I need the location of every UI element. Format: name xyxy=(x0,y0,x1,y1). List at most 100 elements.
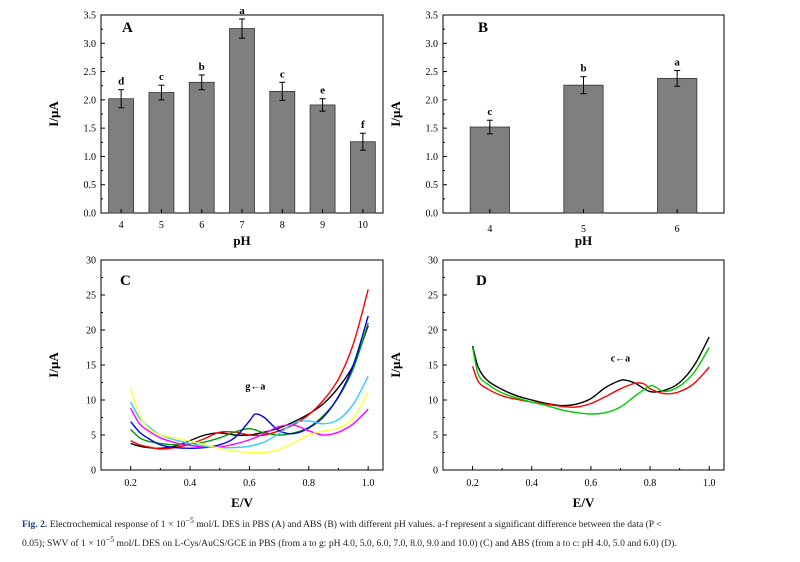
panel-d-line-chart: 0 5 10 15 20 25 30 I/μA E/V D 0.2 0.4 0.6 0.8 1.0 c←a xyxy=(388,256,725,510)
series-line-5 xyxy=(130,408,369,448)
plot-frame-c xyxy=(100,259,384,471)
x-tick-label: 1.0 xyxy=(362,478,375,489)
significance-label: a xyxy=(674,56,680,68)
panel-letter-d: D xyxy=(476,273,487,289)
x-axis-label: pH xyxy=(575,233,592,248)
significance-label: d xyxy=(118,76,124,88)
y-tick-label: 2.5 xyxy=(84,67,97,78)
bar xyxy=(469,126,510,214)
y-tick-label: 20 xyxy=(86,326,96,337)
y-axis-label: I/μA xyxy=(388,101,403,127)
x-tick-label: 10 xyxy=(358,220,368,231)
y-tick-label: 2.0 xyxy=(426,95,439,106)
y-tick-label: 3.0 xyxy=(426,39,439,50)
bar xyxy=(349,141,376,214)
panel-a-bar-chart: 0.0 0.5 1.0 1.5 2.0 2.5 3.0 3.5 I/μA pH Ad 4 c 5 b 6 a 7 c… xyxy=(46,5,384,248)
bar xyxy=(309,104,336,214)
significance-label: f xyxy=(361,119,365,131)
y-tick-label: 30 xyxy=(86,256,96,267)
x-tick-label: 1.0 xyxy=(703,478,716,489)
x-tick-label: 0.2 xyxy=(466,478,479,489)
bar xyxy=(148,92,175,214)
panel-letter-a: A xyxy=(122,20,133,36)
panel-letter-b: B xyxy=(478,20,488,36)
panel-b-bar-chart: 0.0 0.5 1.0 1.5 2.0 2.5 3.0 3.5 I/μA pH Bc 4 b 5 a 6 xyxy=(388,11,725,248)
y-axis-label: I/μA xyxy=(46,352,61,378)
x-tick-label: 0.8 xyxy=(644,478,657,489)
y-tick-label: 15 xyxy=(428,361,438,372)
significance-label: c xyxy=(487,106,492,118)
x-tick-label: 5 xyxy=(159,220,164,231)
y-tick-label: 0.0 xyxy=(426,209,439,220)
y-tick-label: 3.5 xyxy=(426,11,439,22)
caption-text-4: mol/L DES on L-Cys/AuCS/GCE in PBS (from… xyxy=(114,538,677,550)
x-tick-label: 4 xyxy=(487,224,492,235)
y-tick-label: 5 xyxy=(433,431,438,442)
bar xyxy=(563,84,604,214)
bar xyxy=(108,98,135,214)
x-axis-label: pH xyxy=(233,233,250,248)
y-tick-label: 25 xyxy=(86,291,96,302)
y-tick-label: 0 xyxy=(433,466,438,477)
plot-frame-d xyxy=(442,259,725,471)
y-tick-label: 20 xyxy=(428,326,438,337)
x-tick-label: 0.4 xyxy=(184,478,197,489)
y-tick-label: 3.5 xyxy=(84,11,97,22)
series-line-7 xyxy=(130,387,369,454)
y-tick-label: 0.5 xyxy=(84,180,97,191)
y-tick-label: 10 xyxy=(428,396,438,407)
x-tick-label: 0.2 xyxy=(124,478,137,489)
series-line-2 xyxy=(471,366,710,408)
x-tick-label: 5 xyxy=(581,224,586,235)
x-tick-label: 0.4 xyxy=(525,478,538,489)
caption-exponent-2: −5 xyxy=(105,535,115,545)
x-axis-label: E/V xyxy=(231,495,253,510)
bar xyxy=(269,90,296,214)
x-tick-label: 4 xyxy=(119,220,124,231)
significance-label: c xyxy=(280,68,285,80)
significance-label: c xyxy=(159,71,164,83)
figure-caption: Fig. 2. Electrochemical response of 1 × … xyxy=(22,513,778,551)
significance-label: a xyxy=(239,5,245,17)
y-axis-label: I/μA xyxy=(46,101,61,127)
x-tick-label: 9 xyxy=(320,220,325,231)
x-tick-label: 6 xyxy=(675,224,680,235)
series-line-4 xyxy=(130,315,369,450)
y-axis-label: I/μA xyxy=(388,352,403,378)
y-tick-label: 1.5 xyxy=(84,124,97,135)
y-tick-label: 25 xyxy=(428,291,438,302)
bar xyxy=(657,77,698,214)
y-tick-label: 5 xyxy=(91,431,96,442)
y-tick-label: 3.0 xyxy=(84,39,97,50)
x-tick-label: 7 xyxy=(240,220,245,231)
y-tick-label: 2.5 xyxy=(426,67,439,78)
significance-label: e xyxy=(320,85,325,97)
series-line-1 xyxy=(471,336,710,407)
x-axis-label: E/V xyxy=(573,495,595,510)
significance-label: b xyxy=(580,63,586,75)
x-tick-label: 6 xyxy=(199,220,204,231)
y-tick-label: 1.0 xyxy=(84,152,97,163)
annotation-label: g←a xyxy=(245,382,265,393)
bar xyxy=(188,81,215,214)
caption-text-1: Electrochemical response of 1 × 10 xyxy=(49,519,186,531)
y-tick-label: 10 xyxy=(86,396,96,407)
y-tick-label: 2.0 xyxy=(84,95,97,106)
panel-c-line-chart: 0 5 10 15 20 25 30 I/μA E/V C 0.2 0.4 0.6 0.8 1.0 g←a xyxy=(46,256,384,510)
x-tick-label: 0.8 xyxy=(303,478,316,489)
series-line-3 xyxy=(471,347,710,415)
caption-exponent-1: −5 xyxy=(185,516,194,525)
y-tick-label: 1.0 xyxy=(426,152,439,163)
y-tick-label: 0.5 xyxy=(426,180,439,191)
significance-label: b xyxy=(199,61,205,73)
x-tick-label: 0.6 xyxy=(243,478,256,489)
y-tick-label: 1.5 xyxy=(426,124,439,135)
y-tick-label: 0 xyxy=(91,466,96,477)
y-tick-label: 15 xyxy=(86,361,96,372)
x-tick-label: 0.6 xyxy=(585,478,598,489)
caption-label: Fig. 2. xyxy=(22,519,48,531)
panel-letter-c: C xyxy=(120,273,131,289)
y-tick-label: 30 xyxy=(428,256,438,267)
caption-text-3: 0.05); SWV of 1 × 10 xyxy=(22,538,106,550)
series-line-2 xyxy=(130,289,369,450)
